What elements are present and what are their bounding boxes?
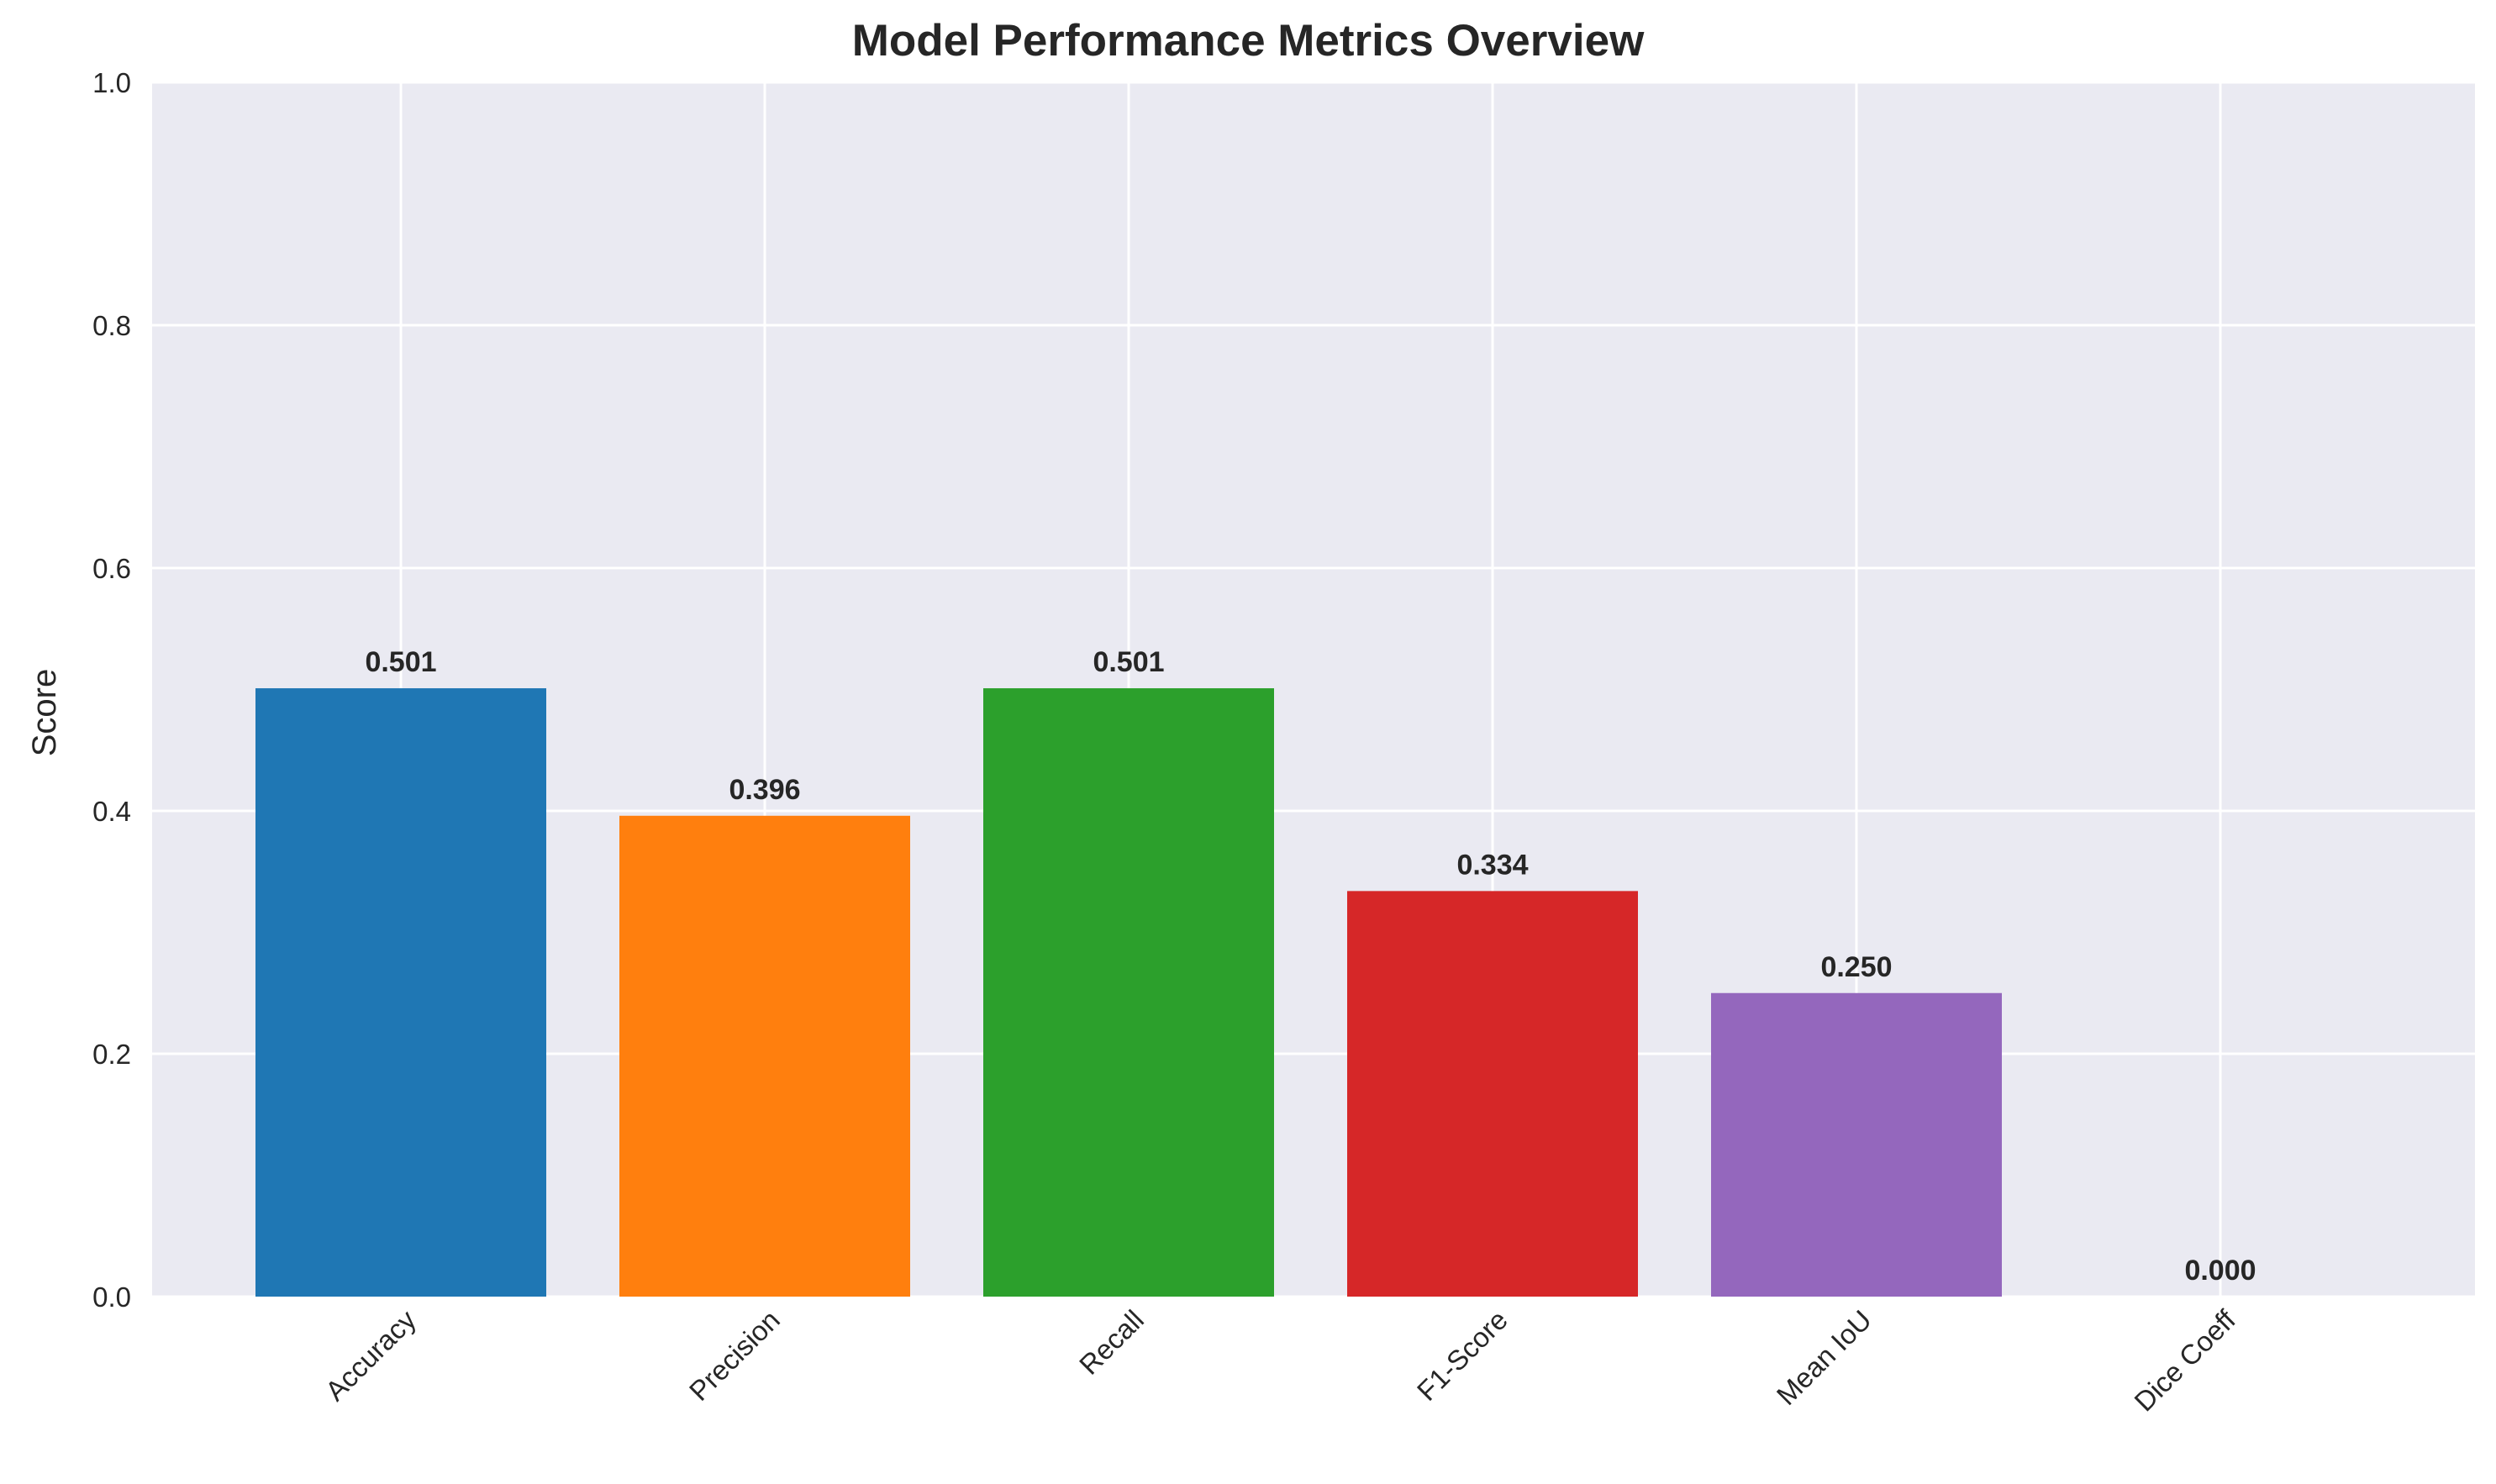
chart-title: Model Performance Metrics Overview [852,16,1645,66]
y-tick-label: 0.0 [92,1281,131,1313]
x-tick-label: Precision [683,1304,786,1407]
bars [255,688,2002,1297]
bar-precision [619,815,910,1297]
bar-value-label: 0.396 [729,774,800,806]
value-labels: 0.501 0.396 0.501 0.334 0.250 0.000 [365,646,2256,1287]
bar-value-label: 0.501 [1093,646,1164,678]
bar-value-label: 0.334 [1456,849,1528,881]
bar-value-label: 0.000 [2184,1255,2256,1287]
bar-value-label: 0.250 [1820,951,1892,983]
x-tick-label: F1-Score [1411,1304,1514,1407]
x-axis-ticks: Accuracy Precision Recall F1-Score Mean IoU D… [319,1303,2242,1417]
bar-mean-iou [1711,992,2002,1297]
x-tick-label: Mean IoU [1771,1304,1877,1411]
y-axis-ticks: 0.0 0.2 0.4 0.6 0.8 1.0 [92,67,131,1313]
bar-value-label: 0.501 [365,646,436,678]
y-tick-label: 1.0 [92,67,131,98]
y-tick-label: 0.4 [92,796,131,827]
bar-f1-score [1347,891,1638,1297]
y-axis-label: Score [26,669,63,757]
y-tick-label: 0.8 [92,310,131,341]
bar-accuracy [255,688,546,1297]
x-tick-label: Recall [1073,1304,1150,1381]
x-tick-label: Accuracy [319,1303,422,1406]
y-tick-label: 0.6 [92,553,131,584]
bar-recall [983,688,1274,1297]
y-tick-label: 0.2 [92,1039,131,1070]
x-tick-label: Dice Coeff [2128,1303,2241,1417]
